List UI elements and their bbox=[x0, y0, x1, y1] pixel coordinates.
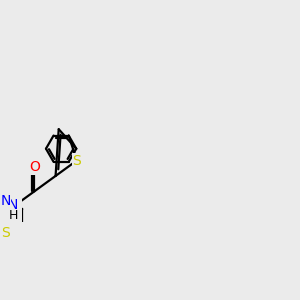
Text: S: S bbox=[72, 154, 81, 167]
Text: N: N bbox=[8, 199, 18, 212]
Text: N: N bbox=[0, 194, 11, 208]
Text: S: S bbox=[1, 226, 10, 240]
Text: O: O bbox=[29, 160, 40, 174]
Text: H: H bbox=[8, 209, 18, 223]
